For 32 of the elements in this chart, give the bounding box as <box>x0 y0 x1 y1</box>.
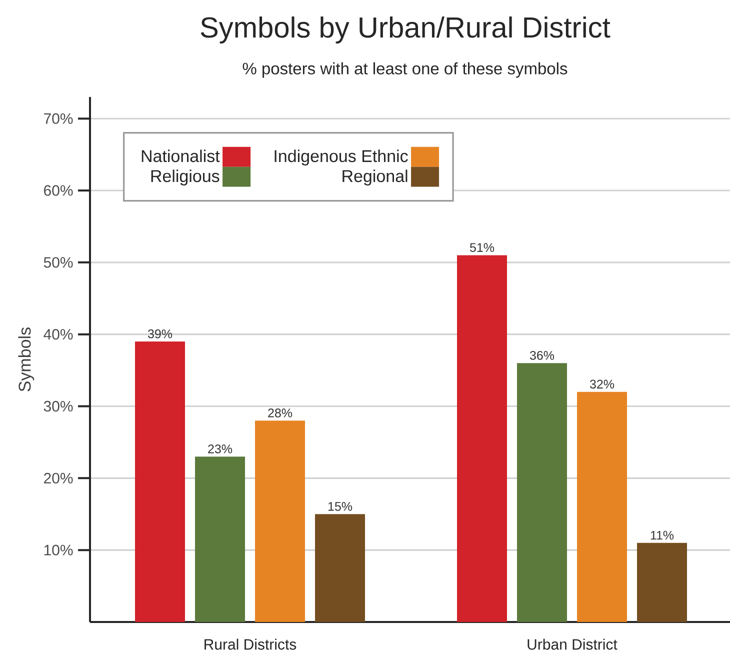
y-tick-label: 50% <box>44 257 73 268</box>
data-label: 32% <box>590 380 614 389</box>
data-label: 28% <box>268 408 292 418</box>
y-tick-label: 70% <box>44 113 73 124</box>
x-tick-label: Rural Districts <box>204 638 296 650</box>
legend-label: Indigenous Ethnic <box>274 150 408 166</box>
legend-label: Nationalist <box>142 150 220 162</box>
data-label: 39% <box>148 329 172 338</box>
bar <box>517 363 567 622</box>
bar <box>637 542 688 622</box>
bar <box>135 342 185 622</box>
y-tick-label: 10% <box>44 544 73 556</box>
y-axis-title: Symbols <box>18 328 34 392</box>
data-label: 15% <box>328 502 352 511</box>
y-tick-label: 20% <box>44 472 73 484</box>
y-tick-label: 60% <box>44 185 73 196</box>
bar <box>577 392 628 622</box>
data-label: 36% <box>530 350 554 360</box>
chart-title: Symbols by Urban/Rural District <box>200 16 610 44</box>
y-tick-label: 40% <box>44 329 73 340</box>
legend-label: Regional <box>342 170 408 186</box>
legend-label: Religious <box>151 170 220 186</box>
bar <box>457 255 507 622</box>
bar <box>255 420 306 622</box>
data-label: 11% <box>650 530 674 540</box>
data-label: 51% <box>470 243 494 252</box>
y-tick-label: 30% <box>44 400 73 412</box>
x-tick-label: Urban District <box>528 638 618 650</box>
chart-subtitle: % posters with at least one of these symbols <box>242 62 568 78</box>
data-label: 23% <box>208 444 232 454</box>
bar <box>315 514 366 622</box>
bar <box>195 456 246 622</box>
